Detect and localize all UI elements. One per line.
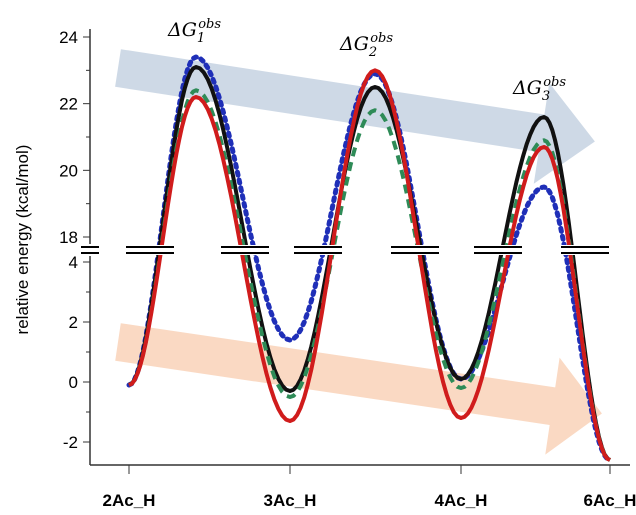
series-line-4 [128,68,611,462]
break-gap [391,245,439,255]
x-tick-label: 4Ac_H [435,491,488,510]
axes [83,29,630,474]
x-tick-label: 6Ac_H [584,491,636,510]
y-tick-label: 18 [59,228,78,247]
delta-g-label-3: ΔG3obs [512,75,566,104]
y-tick-label: 20 [59,161,78,180]
break-gap [81,245,99,255]
y-tick-label: 0 [69,373,78,392]
y-tick-label: 22 [59,95,78,114]
trend-arrow-2 [115,323,602,455]
break-gap [294,245,342,255]
break-gap [126,245,174,255]
delta-g-label-1: ΔG1obs [167,17,221,46]
y-tick-label: -2 [63,433,78,452]
break-gap [474,245,522,255]
delta-g-label-2: ΔG2obs [339,31,393,60]
series-lines [126,54,613,463]
annotations: ΔG1obs ΔG2obs ΔG3obs [167,17,566,104]
break-gap [561,245,609,255]
axis-break-marks [81,245,609,255]
series-line-1 [126,54,613,463]
y-axis-label: relative energy (kcal/mol) [13,145,32,335]
y-tick-label: 4 [69,253,78,272]
x-tick-label: 2Ac_H [103,491,156,510]
series-line-3 [128,88,611,462]
y-tick-label: 2 [69,313,78,332]
series-line-2 [128,65,611,462]
break-gap [221,245,269,255]
x-tick-label: 3Ac_H [264,491,317,510]
y-tick-label: 24 [59,28,78,47]
